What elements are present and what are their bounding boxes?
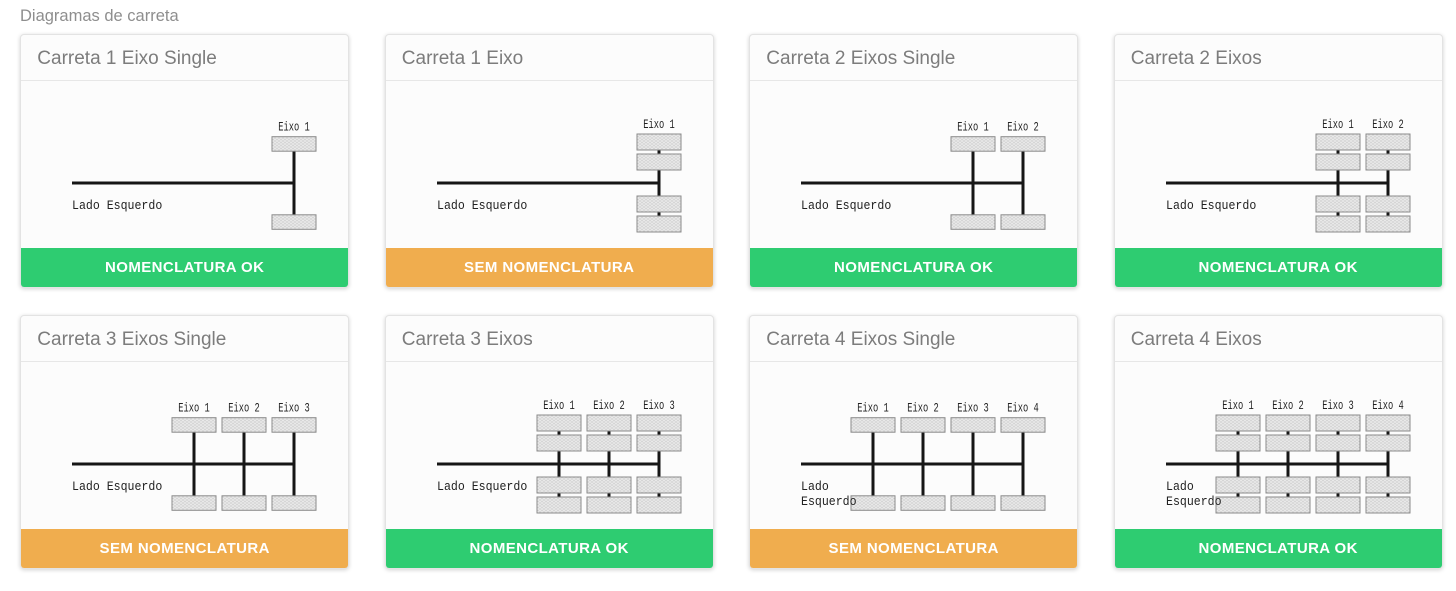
svg-text:Eixo 1: Eixo 1 (179, 400, 211, 415)
svg-text:Eixo 2: Eixo 2 (1372, 117, 1404, 132)
svg-text:Eixo 2: Eixo 2 (593, 398, 625, 413)
svg-text:Eixo 4: Eixo 4 (1008, 400, 1040, 415)
svg-text:Eixo 1: Eixo 1 (858, 400, 890, 415)
svg-text:Eixo 1: Eixo 1 (279, 119, 311, 134)
svg-text:Eixo 2: Eixo 2 (1272, 398, 1304, 413)
svg-text:Eixo 1: Eixo 1 (643, 117, 675, 132)
svg-text:Eixo 3: Eixo 3 (643, 398, 675, 413)
svg-text:Eixo 1: Eixo 1 (1322, 117, 1354, 132)
svg-text:Eixo 3: Eixo 3 (958, 400, 990, 415)
svg-text:Eixo 3: Eixo 3 (1322, 398, 1354, 413)
svg-text:Eixo 4: Eixo 4 (1372, 398, 1404, 413)
svg-text:Eixo 2: Eixo 2 (229, 400, 261, 415)
svg-text:Eixo 1: Eixo 1 (1222, 398, 1254, 413)
svg-text:Eixo 2: Eixo 2 (1008, 119, 1040, 134)
svg-text:Eixo 2: Eixo 2 (908, 400, 940, 415)
svg-text:Eixo 3: Eixo 3 (279, 400, 311, 415)
svg-text:Eixo 1: Eixo 1 (958, 119, 990, 134)
svg-text:Eixo 1: Eixo 1 (543, 398, 575, 413)
